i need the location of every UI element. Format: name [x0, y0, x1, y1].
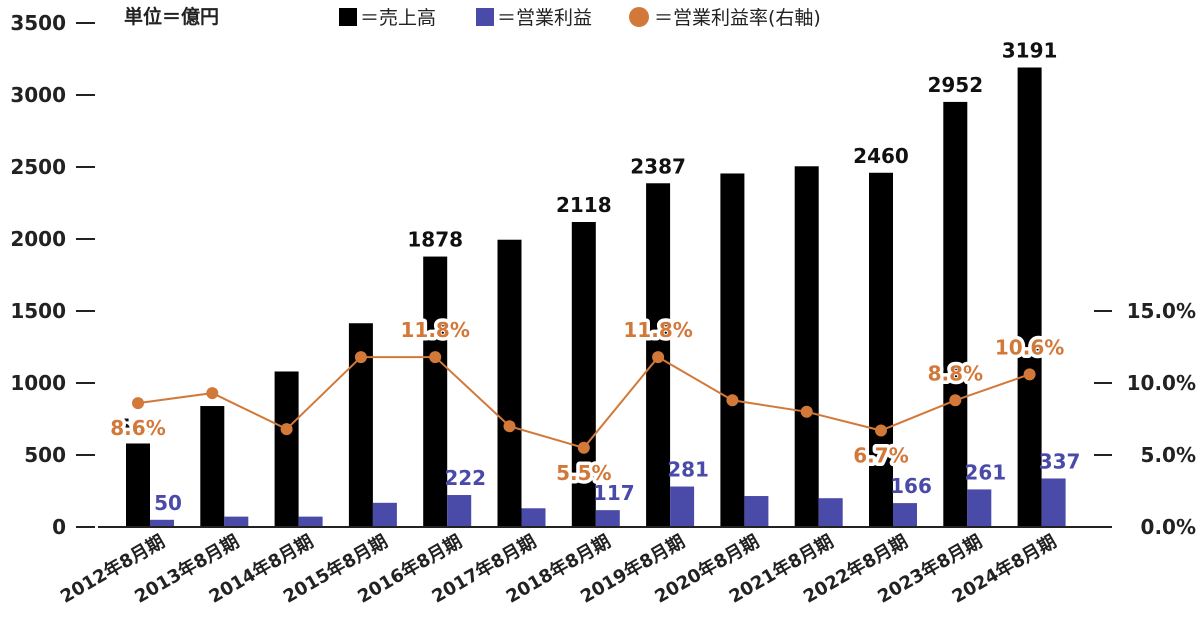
bar-operating-profit [521, 508, 546, 527]
operating-profit-value-label: 50 [154, 491, 182, 515]
bar-series-group [126, 67, 1066, 528]
x-axis: 2012年8月期2013年8月期2014年8月期2015年8月期2016年8月期… [56, 526, 1098, 608]
bar-sales [571, 222, 596, 527]
bar-sales [126, 443, 150, 527]
left-tick-label: 2000 [10, 227, 66, 251]
operating-profit-value-label: 337 [1039, 449, 1081, 473]
bar-operating-profit [150, 519, 174, 527]
margin-point [577, 441, 590, 454]
bar-sales [423, 256, 448, 527]
sales-value-label: 2118 [556, 193, 612, 217]
legend-swatch-sales [339, 8, 357, 26]
margin-point [280, 423, 293, 436]
operating-profit-value-label: 117 [593, 481, 635, 505]
margin-value-label: 11.8% [623, 318, 692, 342]
bar-sales [943, 101, 968, 528]
line-series-group [132, 351, 1036, 454]
bar-operating-profit [818, 498, 843, 527]
left-tick-label: 1500 [10, 299, 66, 323]
right-y-axis: 0.0% 5.0% 10.0% 15.0% [1094, 299, 1196, 539]
margin-point [429, 351, 442, 364]
bar-operating-profit [1041, 478, 1066, 527]
sales-value-label: 1878 [407, 228, 463, 252]
sales-value-label: 2952 [927, 73, 983, 97]
bar-sales [497, 239, 522, 527]
bar-operating-profit [224, 516, 249, 527]
bar-operating-profit [447, 495, 472, 527]
legend-label-margin: ＝営業利益率(右軸) [654, 7, 821, 29]
margin-point [726, 394, 739, 407]
bar-sales [720, 173, 745, 528]
left-tick-label: 500 [24, 443, 66, 467]
bar-sales [869, 172, 893, 527]
sales-value-label: 2460 [853, 144, 909, 168]
margin-point [875, 424, 887, 437]
margin-point [354, 351, 367, 364]
legend-label-operating-profit: ＝営業利益 [497, 7, 592, 29]
margin-point [132, 397, 144, 410]
right-tick-label: 0.0% [1141, 515, 1196, 539]
bar-sales [794, 166, 819, 527]
margin-point [800, 405, 813, 418]
margin-value-label: 10.6% [995, 335, 1064, 359]
left-tick-label: 2500 [10, 155, 66, 179]
margin-point [206, 387, 219, 400]
sales-value-label: 580 [117, 414, 159, 438]
left-tick-label: 3000 [10, 83, 66, 107]
data-labels-group: 580 1878 2118 2387 2460 2952 3191 50 222 117 281 16… [107, 35, 1081, 515]
left-tick-label: 0 [52, 515, 66, 539]
bar-operating-profit [967, 489, 992, 527]
chart-header: 単位＝億円 ＝売上高 ＝営業利益 ＝営業利益率(右軸) [124, 5, 821, 29]
bar-operating-profit [372, 502, 397, 527]
margin-point [652, 351, 665, 364]
legend-label-sales: ＝売上高 [360, 7, 436, 29]
operating-profit-value-label: 281 [667, 458, 709, 482]
legend-swatch-operating-profit [476, 8, 494, 26]
bar-operating-profit [298, 516, 323, 527]
margin-value-label: 11.8% [401, 318, 470, 342]
right-tick-label: 10.0% [1127, 371, 1196, 395]
unit-label: 単位＝億円 [124, 5, 219, 28]
right-tick-label: 5.0% [1141, 443, 1196, 467]
operating-profit-value-label: 261 [964, 460, 1006, 484]
margin-point [1023, 368, 1036, 381]
sales-value-label: 2387 [630, 154, 686, 178]
bar-sales [1017, 67, 1042, 527]
bar-sales [200, 406, 225, 527]
legend-marker-margin [629, 7, 649, 27]
sales-value-label: 3191 [1002, 38, 1058, 62]
left-tick-label: 1000 [10, 371, 66, 395]
operating-profit-value-label: 166 [890, 474, 932, 498]
right-tick-label: 15.0% [1127, 299, 1196, 323]
left-tick-label: 3500 [10, 11, 66, 35]
bar-operating-profit [744, 496, 769, 527]
margin-value-label: 6.7% [853, 444, 908, 468]
margin-point [949, 394, 962, 407]
bar-operating-profit [595, 510, 620, 527]
operating-profit-value-label: 222 [444, 466, 486, 490]
margin-value-label: 8.6% [110, 416, 165, 440]
bar-operating-profit [893, 503, 917, 527]
bar-operating-profit [670, 486, 695, 527]
left-y-axis: 0 500 1000 1500 2000 2500 3000 3500 [10, 11, 95, 539]
margin-value-label: 5.5% [556, 461, 611, 485]
bar-sales [274, 371, 299, 527]
margin-value-label: 8.8% [928, 361, 983, 385]
margin-point [503, 420, 516, 433]
